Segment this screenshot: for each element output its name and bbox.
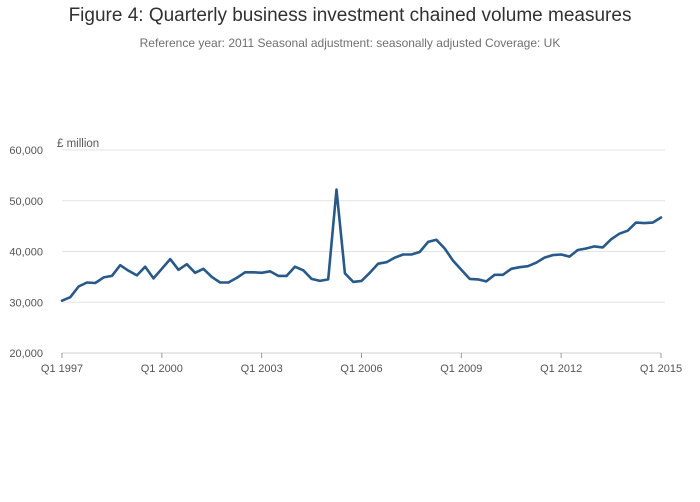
x-tick-label: Q1 2006 [340, 363, 382, 375]
y-axis-ticks: 20,000 30,000 40,000 50,000 60,000 [9, 145, 43, 360]
y-tick-label: 40,000 [9, 247, 43, 259]
chart-title: Figure 4: Quarterly business investment … [68, 5, 632, 26]
y-tick-label: 50,000 [9, 196, 43, 208]
x-tick-label: Q1 2003 [241, 363, 283, 375]
y-tick-label: 20,000 [9, 348, 43, 360]
gridlines [62, 149, 665, 303]
chart-subtitle: Reference year: 2011 Seasonal adjustment… [139, 36, 561, 50]
y-tick-label: 60,000 [9, 145, 43, 157]
x-tick-label: Q1 2015 [640, 363, 682, 375]
x-tick-label: Q1 2000 [141, 363, 183, 375]
y-tick-label: 30,000 [9, 297, 43, 309]
series-line [60, 188, 663, 303]
y-axis-unit-label: £ million [57, 138, 99, 150]
x-tick-label: Q1 2012 [540, 363, 582, 375]
x-tick-label: Q1 2009 [440, 363, 482, 375]
series-layer [60, 188, 663, 303]
x-axis-ticks: Q1 1997 Q1 2000 Q1 2003 Q1 2006 Q1 2009 Q1 20… [41, 353, 682, 375]
x-tick-label: Q1 1997 [41, 363, 83, 375]
